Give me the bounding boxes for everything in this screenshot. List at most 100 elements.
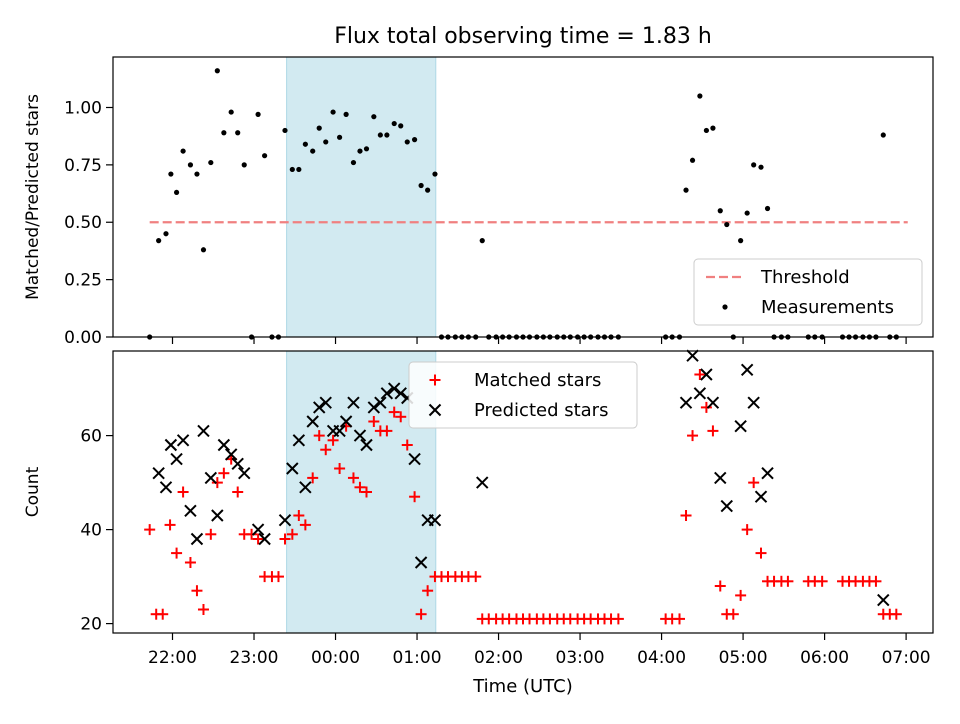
measurement-point (391, 120, 397, 127)
predicted-star-point (313, 401, 326, 414)
predicted-star-point-b (740, 363, 754, 377)
x-tick-label: 06:00 (800, 648, 849, 668)
predicted-star-point-b (306, 415, 319, 428)
predicted-star-point-b (164, 438, 178, 452)
measurement-point (214, 68, 220, 74)
matched-star-point (741, 524, 753, 536)
top-y-tick-label: 0.25 (64, 271, 102, 291)
top-y-axis-label: Matched/Predicted stars (23, 94, 43, 300)
predicted-star-point (353, 429, 367, 442)
predicted-star-point (159, 481, 173, 494)
predicted-star-point (190, 532, 204, 546)
predicted-star-point (176, 434, 190, 447)
measurement-point (377, 132, 383, 138)
predicted-star-point-b (754, 490, 768, 503)
measurement-point (241, 162, 247, 168)
predicted-star-point (319, 396, 332, 409)
predicted-star-point-b (367, 401, 381, 414)
measurement-point (432, 171, 438, 177)
predicted-star-point (347, 396, 360, 409)
matched-star-point (612, 613, 624, 625)
matched-star-point (694, 369, 706, 380)
measurement-point (764, 205, 771, 212)
legend-threshold-label: Threshold (760, 267, 850, 288)
measurement-point (697, 93, 703, 99)
x-tick-label: 05:00 (719, 648, 768, 668)
legend-measurements-label: Measurements (761, 297, 894, 318)
predicted-star-point (476, 476, 489, 489)
bottom-y-tick-label: 40 (80, 521, 102, 541)
matched-star-point (177, 486, 189, 498)
matched-star-point (735, 589, 747, 601)
measurement-point (262, 153, 268, 159)
matched-star-point (320, 444, 332, 456)
measurement-point (208, 159, 214, 166)
measurement-point (310, 148, 316, 154)
predicted-star-point (251, 523, 265, 536)
predicted-star-point-b (408, 452, 421, 466)
predicted-star-point-b (476, 476, 489, 489)
predicted-star-point (258, 532, 271, 546)
predicted-star-point (333, 424, 346, 438)
measurement-point (282, 127, 288, 134)
predicted-star-point-b (333, 424, 346, 438)
measurement-point (710, 125, 716, 131)
predicted-star-point (761, 466, 774, 480)
matched-star-point (218, 467, 230, 479)
predicted-star-point-b (714, 471, 727, 485)
predicted-star-point (170, 452, 183, 466)
matched-star-point (293, 510, 305, 521)
measurement-point (758, 164, 764, 170)
predicted-star-point-b (414, 556, 428, 569)
bottom-axes-frame (112, 350, 934, 634)
matched-star-point (470, 571, 482, 583)
predicted-star-point (184, 504, 197, 518)
predicted-star-point-b (278, 513, 292, 527)
predicted-star-point (374, 396, 387, 409)
predicted-star-point (693, 387, 707, 400)
predicted-star-point (714, 471, 727, 485)
matched-star-point (415, 608, 427, 620)
measurement-point (689, 157, 696, 163)
predicted-star-point-b (380, 387, 394, 400)
x-tick-label: 07:00 (882, 648, 931, 668)
x-tick-label: 02:00 (474, 648, 523, 668)
predicted-star-point (734, 419, 747, 433)
predicted-star-point-b (204, 471, 218, 485)
predicted-star-point-b (700, 368, 713, 381)
predicted-star-point-b (258, 532, 271, 546)
matched-star-point (680, 510, 692, 521)
predicted-star-point-b (159, 481, 173, 494)
predicted-star-point (388, 382, 401, 395)
predicted-star-point (394, 387, 407, 400)
measurement-point (316, 125, 322, 131)
predicted-star-point-b (238, 466, 251, 480)
bottom-panel: 20 40 60 22:00 23:00 00:00 01:00 02:00 03:00 04:0… (23, 349, 934, 668)
predicted-star-point (164, 438, 178, 452)
predicted-star-point-b (197, 424, 210, 438)
bottom-y-tick-label: 60 (80, 427, 102, 447)
predicted-star-point-b (313, 401, 326, 414)
matched-star-point (687, 430, 699, 442)
measurement-point (221, 130, 227, 136)
matched-star-point (422, 585, 434, 597)
predicted-star-point (306, 415, 319, 428)
measurement-point (738, 238, 744, 244)
predicted-star-point-b (877, 593, 890, 607)
measurement-point (168, 171, 174, 177)
predicted-star-point-b (217, 438, 231, 452)
matched-star-point (252, 533, 264, 545)
measurement-point (350, 159, 357, 166)
predicted-star-point-b (231, 457, 244, 471)
matched-star-point (232, 486, 244, 498)
matched-star-point (816, 575, 828, 587)
matched-star-point (191, 585, 203, 597)
predicted-star-point-b (353, 429, 367, 442)
predicted-star-point-b (747, 396, 760, 409)
predicted-star-point-b (170, 452, 183, 466)
predicted-star-point (740, 363, 754, 377)
measurement-point (411, 137, 418, 143)
predicted-star-point (231, 457, 244, 471)
predicted-star-point-b (286, 462, 299, 475)
